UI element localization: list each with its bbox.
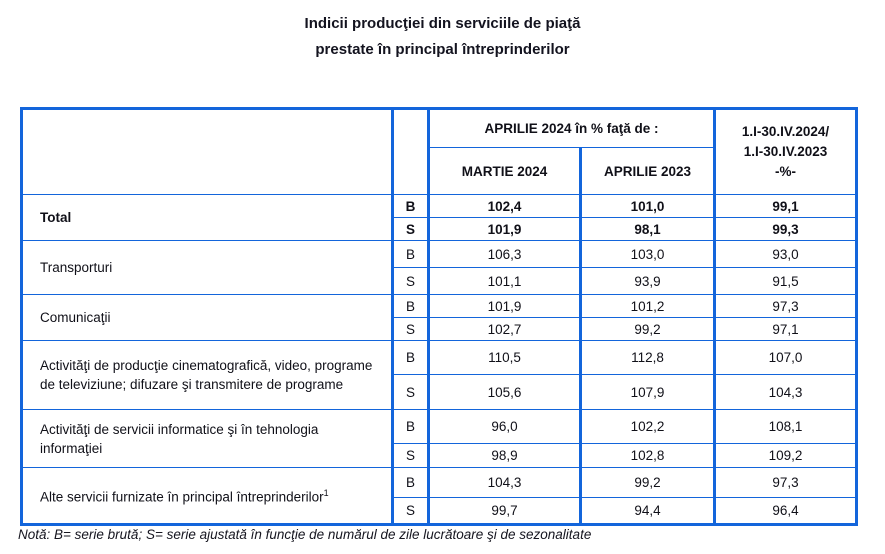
aprilie-2023-header: APRILIE 2023 (579, 147, 716, 195)
footnote: Notă: B= serie brută; S= serie ajustată … (18, 527, 592, 542)
value-cell: 98,9 (427, 443, 582, 468)
value-cell: 107,0 (713, 340, 858, 375)
value-cell: 105,6 (427, 374, 582, 410)
value-cell: 97,3 (713, 467, 858, 498)
value-cell: 97,3 (713, 294, 858, 318)
value-cell: 93,9 (579, 267, 716, 295)
series-s-label: S (391, 267, 430, 295)
value-cell: 91,5 (713, 267, 858, 295)
martie-2024-header: MARTIE 2024 (427, 147, 582, 195)
value-cell: 103,0 (579, 240, 716, 268)
row-label-comunicatii: Comunicaţii (20, 294, 394, 341)
value-cell: 104,3 (713, 374, 858, 410)
value-cell: 112,8 (579, 340, 716, 375)
series-b-label: B (391, 294, 430, 318)
value-cell: 109,2 (713, 443, 858, 468)
value-cell: 102,7 (427, 317, 582, 341)
value-cell: 102,2 (579, 409, 716, 444)
value-cell: 101,1 (427, 267, 582, 295)
value-cell: 93,0 (713, 240, 858, 268)
series-s-label: S (391, 217, 430, 241)
value-cell: 110,5 (427, 340, 582, 375)
series-b-label: B (391, 409, 430, 444)
value-cell: 99,3 (713, 217, 858, 241)
indices-table: APRILIE 2024 în % faţă de : 1.I-30.IV.20… (20, 107, 858, 526)
footnote-reference: 1 (323, 488, 329, 499)
cumulative-header-line-2: 1.I-30.IV.2023 (743, 144, 828, 159)
value-cell: 101,9 (427, 294, 582, 318)
series-s-label: S (391, 374, 430, 410)
value-cell: 97,1 (713, 317, 858, 341)
cumulative-header-line-1: 1.I-30.IV.2024/ (741, 124, 830, 139)
value-cell: 102,4 (427, 194, 582, 218)
series-header-empty-cell (391, 108, 430, 195)
corner-empty-cell (20, 108, 394, 195)
value-cell: 98,1 (579, 217, 716, 241)
value-cell: 101,2 (579, 294, 716, 318)
series-s-label: S (391, 443, 430, 468)
row-label-total: Total (20, 194, 394, 241)
title-line-2: prestate în principal întreprinderilor (315, 41, 570, 58)
value-cell: 101,0 (579, 194, 716, 218)
series-s-label: S (391, 317, 430, 341)
value-cell: 99,1 (713, 194, 858, 218)
page-title: Indicii producţiei din serviciile de pia… (0, 11, 885, 63)
row-label-alte-servicii: Alte servicii furnizate în principal înt… (20, 467, 394, 525)
value-cell: 106,3 (427, 240, 582, 268)
cumulative-period-header: 1.I-30.IV.2024/ 1.I-30.IV.2023 -%- (713, 108, 858, 195)
value-cell: 99,7 (427, 497, 582, 525)
value-cell: 99,2 (579, 317, 716, 341)
title-line-1: Indicii producţiei din serviciile de pia… (304, 15, 581, 32)
value-cell: 99,2 (579, 467, 716, 498)
value-cell: 96,0 (427, 409, 582, 444)
value-cell: 101,9 (427, 217, 582, 241)
series-b-label: B (391, 467, 430, 498)
value-cell: 104,3 (427, 467, 582, 498)
row-label-productie-cinematografica: Activităţi de producţie cinematografică,… (20, 340, 394, 410)
row-label-transporturi: Transporturi (20, 240, 394, 295)
value-cell: 94,4 (579, 497, 716, 525)
cumulative-header-line-3: -%- (775, 164, 796, 179)
value-cell: 102,8 (579, 443, 716, 468)
row-label-servicii-informatice: Activităţi de servicii informatice şi în… (20, 409, 394, 468)
series-s-label: S (391, 497, 430, 525)
value-cell: 108,1 (713, 409, 858, 444)
series-b-label: B (391, 340, 430, 375)
value-cell: 107,9 (579, 374, 716, 410)
row-label-text: Alte servicii furnizate în principal înt… (40, 489, 324, 505)
series-b-label: B (391, 194, 430, 218)
series-b-label: B (391, 240, 430, 268)
value-cell: 96,4 (713, 497, 858, 525)
aprilie-2024-span-header: APRILIE 2024 în % faţă de : (427, 108, 716, 148)
